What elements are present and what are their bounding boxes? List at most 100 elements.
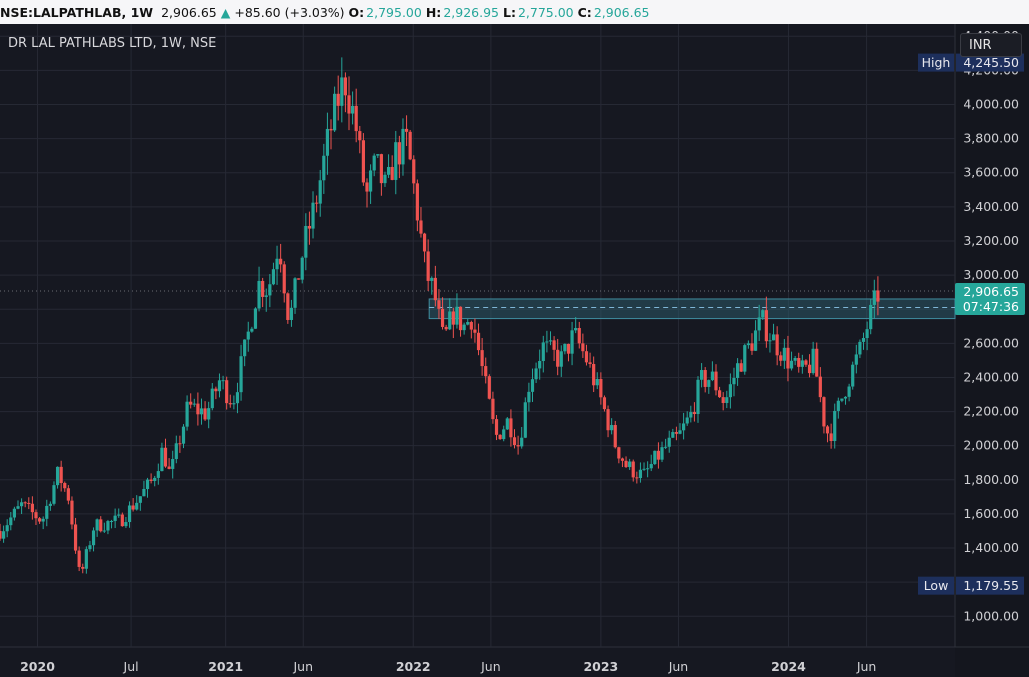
candle-up [268, 284, 272, 296]
symbol-label[interactable]: NSE:LALPATHLAB, 1W [0, 4, 154, 20]
candle-down [390, 166, 394, 180]
candle-up [257, 280, 261, 309]
candle-up [91, 530, 96, 546]
candle-down [620, 458, 625, 461]
time-tick-label: Jun [292, 659, 313, 674]
price-tick-label: 3,400.00 [963, 199, 1019, 214]
candle-up [545, 341, 549, 343]
candle-down [379, 154, 383, 184]
candle-up [5, 525, 9, 532]
candle-up [861, 338, 866, 342]
candle-down [27, 502, 31, 504]
candle-up [185, 401, 189, 427]
candle-up [678, 430, 682, 434]
candle-down [167, 466, 171, 469]
candle-up [466, 322, 470, 325]
candle-down [822, 397, 826, 427]
candle-up [735, 363, 740, 378]
currency-button[interactable]: INR [960, 33, 1022, 57]
candle-up [448, 311, 452, 330]
candle-up [41, 518, 45, 522]
candle-up [570, 330, 574, 354]
candle-down [473, 329, 477, 333]
ticker-bar: NSE:LALPATHLAB, 1W 2,906.65 ▲ +85.60 (+3… [0, 0, 1029, 24]
candle-up [174, 443, 178, 460]
candle-up [311, 202, 315, 229]
candle-up [383, 174, 387, 184]
candle-up [181, 426, 186, 444]
candle-down [81, 566, 85, 569]
candle-down [412, 159, 416, 184]
candle-up [289, 307, 294, 320]
candle-down [415, 183, 419, 221]
candle-up [264, 295, 268, 297]
candle-up [710, 371, 714, 381]
candle-up [304, 225, 308, 258]
candle-down [347, 95, 351, 114]
candle-up [199, 408, 204, 415]
candle-down [203, 408, 207, 420]
candle-down [73, 524, 78, 551]
change-value: +85.60 (+3.03%) [234, 4, 345, 20]
high-marker-label: High [922, 55, 951, 70]
candle-down [717, 390, 722, 398]
candle-down [163, 447, 168, 467]
time-tick-label: 2020 [20, 659, 55, 674]
high-marker-value: 4,245.50 [963, 55, 1019, 70]
candle-up [153, 477, 157, 481]
candle-up [840, 398, 844, 401]
candle-up [638, 469, 643, 479]
candle-up [700, 370, 704, 380]
candle-up [12, 508, 16, 518]
high-value: 2,926.95 [443, 4, 499, 20]
candle-down [498, 434, 502, 440]
price-tick-label: 1,600.00 [963, 506, 1019, 521]
time-tick-label: Jul [123, 659, 139, 674]
candle-down [469, 322, 473, 330]
candle-up [106, 521, 110, 531]
candle-up [671, 432, 675, 438]
candle-down [178, 443, 182, 445]
price-tick-label: 3,800.00 [963, 131, 1019, 146]
candle-down [282, 264, 286, 294]
candle-up [595, 379, 599, 386]
candle-down [404, 128, 409, 132]
candle-down [37, 518, 42, 522]
candle-down [433, 277, 437, 301]
price-tick-label: 3,200.00 [963, 233, 1019, 248]
resistance-zone-box [428, 298, 956, 320]
candle-up [19, 502, 24, 507]
price-chart[interactable]: 1,000.001,200.001,400.001,600.001,800.00… [0, 24, 1029, 677]
candle-up [246, 331, 250, 340]
candle-up [865, 329, 869, 339]
candle-up [253, 308, 258, 329]
candle-up [217, 380, 222, 392]
candle-up [430, 277, 434, 281]
candle-up [689, 412, 693, 418]
candle-up [221, 380, 225, 382]
candle-up [145, 479, 150, 489]
candle-up [563, 343, 567, 352]
candle-down [635, 477, 639, 479]
candle-up [192, 403, 196, 405]
price-tick-label: 3,000.00 [963, 267, 1019, 282]
candle-down [120, 514, 124, 527]
candle-down [613, 425, 617, 448]
candle-down [408, 131, 412, 160]
candle-up [527, 391, 531, 403]
candle-down [358, 131, 362, 141]
time-tick-label: 2024 [771, 659, 806, 674]
candle-up [394, 142, 398, 180]
candle-down [739, 363, 743, 372]
candle-down [815, 348, 819, 377]
price-tick-label: 3,600.00 [963, 165, 1019, 180]
candle-down [764, 310, 768, 342]
time-tick-label: Jun [668, 659, 689, 674]
low-label: L: [502, 4, 516, 20]
candle-down [818, 376, 822, 398]
candle-down [286, 293, 290, 320]
candle-up [160, 447, 164, 472]
candle-up [610, 425, 614, 431]
candle-down [70, 500, 74, 525]
